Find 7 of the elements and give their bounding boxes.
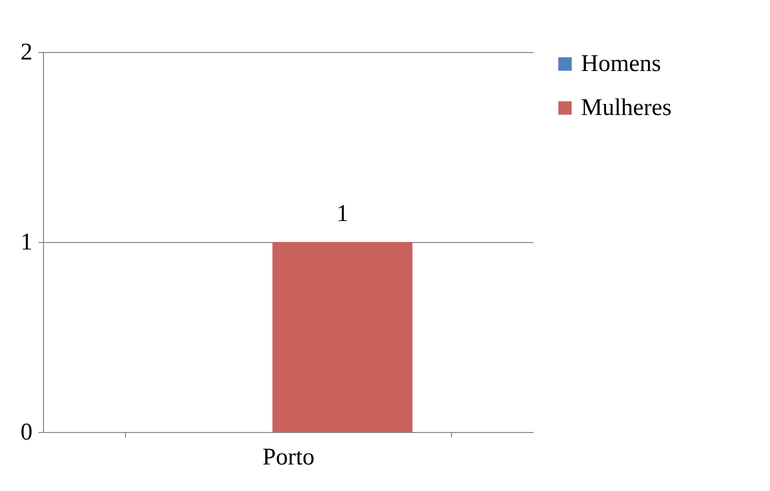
legend-label: Homens [581, 51, 661, 77]
legend-label: Mulheres [581, 95, 672, 121]
y-tick-label: 0 [20, 420, 32, 446]
data-label: 1 [336, 201, 348, 227]
y-tick-label: 1 [20, 230, 32, 256]
y-tick-label: 2 [20, 40, 32, 66]
x-tick-label: Porto [262, 444, 315, 470]
